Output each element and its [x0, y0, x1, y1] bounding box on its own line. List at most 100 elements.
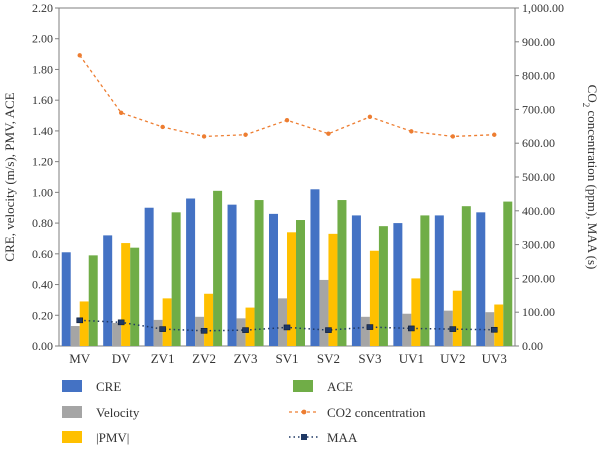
bar-cre	[434, 215, 444, 346]
y-tick-label: 0.60	[32, 247, 53, 261]
bar-velocity	[360, 316, 370, 346]
bar-ace	[378, 226, 388, 346]
y-tick-label: 0.80	[32, 216, 53, 230]
x-tick-label: SV3	[358, 351, 381, 366]
bar-velocity	[112, 322, 122, 346]
co2-point	[409, 129, 414, 134]
co2-point	[77, 53, 82, 58]
bar-velocity	[402, 313, 412, 346]
x-tick-label: ZV2	[192, 351, 216, 366]
bar-ace	[503, 201, 513, 346]
maa-point	[366, 324, 374, 330]
maa-point	[76, 317, 84, 324]
bar-cre	[269, 213, 278, 346]
co2-point	[243, 132, 248, 137]
co2-point	[118, 110, 124, 115]
y2-tick-label: 700.00	[522, 102, 555, 116]
bar-pmv	[287, 232, 296, 346]
y2-tick-label: 600.00	[522, 136, 555, 150]
bar-ace	[254, 200, 264, 346]
bar-cre	[227, 204, 237, 346]
y-axis-title: CRE, velocity (m/s), PMV, ACE	[2, 92, 17, 261]
legend-swatch-cre	[62, 380, 82, 392]
legend-label-co2-concentration: CO2 concentration	[327, 405, 426, 420]
bar-pmv	[121, 243, 131, 346]
bar-pmv	[452, 290, 462, 346]
maa-point	[325, 327, 332, 333]
y2-tick-label: 1,000.00	[522, 1, 564, 15]
y2-tick-label: 300.00	[522, 238, 555, 252]
y-tick-label: 0.40	[32, 278, 53, 292]
bar-velocity	[70, 326, 80, 346]
bar-velocity	[236, 318, 246, 346]
y2-tick-label: 400.00	[522, 204, 555, 218]
y-tick-label: 1.60	[32, 93, 53, 107]
co2-point	[201, 134, 207, 139]
y-tick-label: 1.80	[32, 62, 53, 76]
x-tick-label: SV2	[317, 351, 340, 366]
bar-ace	[296, 220, 305, 346]
x-tick-label: ZV1	[151, 351, 175, 366]
bar-cre	[351, 215, 361, 346]
legend-label-maa: MAA	[327, 430, 358, 445]
bar-ace	[461, 206, 471, 346]
co2-point	[160, 124, 165, 130]
legend-label-velocity: Velocity	[96, 405, 140, 420]
y2-tick-label: 100.00	[522, 305, 555, 319]
bar-pmv	[204, 293, 214, 346]
bar-velocity	[195, 316, 205, 346]
y-tick-label: 0.20	[32, 308, 53, 322]
maa-point	[117, 319, 125, 326]
bar-pmv	[245, 307, 255, 346]
y-tick-label: 0.00	[32, 339, 53, 353]
y-tick-label: 1.20	[32, 155, 53, 169]
y-tick-label: 2.20	[32, 1, 53, 15]
bar-pmv	[494, 304, 504, 346]
bar-ace	[88, 255, 98, 346]
legend-marker-co2-concentration	[301, 409, 307, 415]
y-tick-label: 2.00	[32, 32, 53, 46]
co2-point	[326, 131, 331, 136]
bar-velocity	[319, 279, 329, 346]
y-tick-label: 1.40	[32, 124, 53, 138]
bar-velocity	[278, 298, 287, 346]
y-tick-label: 1.00	[32, 185, 53, 199]
maa-point	[242, 327, 249, 333]
bar-cre	[393, 223, 403, 346]
maa-point	[449, 326, 457, 332]
x-tick-label: ZV3	[234, 351, 258, 366]
legend-label-cre: CRE	[96, 379, 121, 394]
x-tick-label: MV	[69, 351, 91, 366]
legend-swatch-ace	[293, 380, 313, 392]
maa-point	[408, 325, 415, 332]
bar-velocity	[153, 319, 163, 346]
bar-pmv	[79, 301, 89, 346]
legend-marker-maa	[301, 434, 307, 440]
co2-point	[450, 134, 456, 139]
x-tick-label: SV1	[275, 351, 298, 366]
bar-ace	[171, 212, 181, 346]
legend-swatch-velocity	[62, 406, 82, 418]
y2-axis-title: CO2 concentration (ppm), MAA (s)	[581, 85, 600, 270]
bar-pmv	[369, 250, 379, 346]
maa-point	[200, 327, 208, 334]
x-tick-label: DV	[112, 351, 131, 366]
bar-cre	[476, 212, 486, 346]
co2-point	[367, 114, 373, 120]
x-tick-label: UV2	[440, 351, 465, 366]
y2-tick-label: 200.00	[522, 271, 555, 285]
x-tick-label: UV3	[482, 351, 507, 366]
co2-line	[79, 54, 495, 138]
bar-cre	[186, 198, 196, 346]
co2-point	[284, 118, 290, 123]
co2-point	[492, 132, 497, 137]
bar-ace	[337, 200, 347, 346]
legend-label--pmv: |PMV|	[96, 430, 129, 445]
x-tick-label: UV1	[399, 351, 424, 366]
bar-cre	[103, 235, 113, 346]
y2-tick-label: 500.00	[522, 170, 555, 184]
legend-label-ace: ACE	[327, 379, 353, 394]
bar-ace	[420, 215, 430, 346]
